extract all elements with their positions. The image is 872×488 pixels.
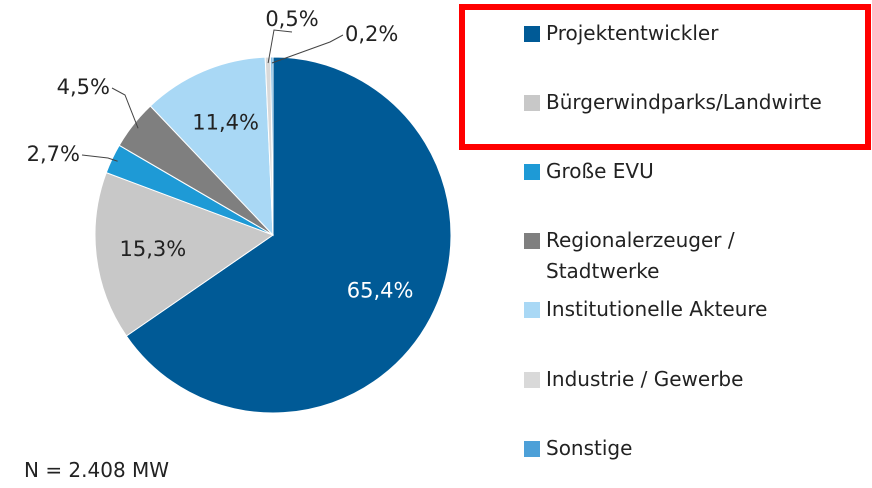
legend-label: Sonstige (546, 436, 633, 460)
legend-swatch (524, 372, 540, 388)
legend-label: Institutionelle Akteure (546, 297, 768, 321)
legend-swatch (524, 26, 540, 42)
pie-slice (270, 56, 274, 236)
data-label: 11,4% (192, 111, 259, 135)
legend-entry: Sonstige (524, 433, 854, 464)
data-label: 0,5% (265, 7, 318, 31)
legend-label: Große EVU (546, 159, 654, 183)
data-label: 2,7% (27, 142, 80, 166)
legend-entry: Projektentwickler (524, 18, 854, 49)
data-label: 0,2% (345, 22, 398, 46)
pie-slice (94, 171, 275, 337)
legend-swatch (524, 233, 540, 249)
pie-slice (149, 56, 274, 237)
legend-swatch (524, 164, 540, 180)
data-label: 15,3% (120, 237, 187, 261)
legend-label: Bürgerwindparks/Landwirte (546, 90, 822, 114)
legend-swatch (524, 95, 540, 111)
legend-label: Projektentwickler (546, 21, 719, 45)
leader-line (271, 34, 344, 64)
legend-entry: Institutionelle Akteure (524, 294, 854, 325)
legend-label: Industrie / Gewerbe (546, 367, 744, 391)
leader-line (81, 154, 118, 162)
legend-entry: Bürgerwindparks/Landwirte (524, 87, 854, 118)
note: N = 2.408 MW (24, 458, 170, 482)
legend-swatch (524, 441, 540, 457)
legend-label: Regionalerzeuger / Stadtwerke (546, 228, 735, 283)
leader-line (267, 29, 293, 64)
data-label: 4,5% (57, 75, 110, 99)
data-label: 65,4% (347, 278, 414, 302)
legend-entry: Große EVU (524, 156, 854, 187)
pie-slice (125, 56, 452, 414)
highlight-box (459, 4, 871, 150)
legend-entry: Regionalerzeuger / Stadtwerke (524, 225, 854, 287)
legend-swatch (524, 302, 540, 318)
legend-entry: Industrie / Gewerbe (524, 364, 854, 395)
leader-line (111, 87, 139, 129)
